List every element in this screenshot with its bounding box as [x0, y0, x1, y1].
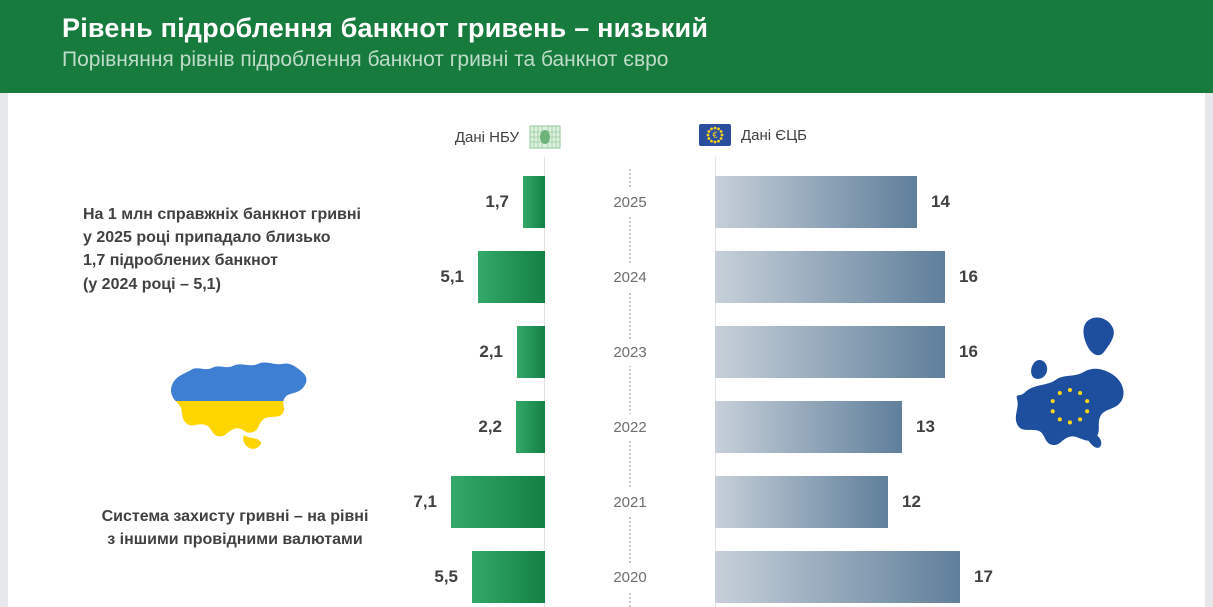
- nbu-bar: [451, 476, 545, 528]
- ecb-bar-group: 14: [715, 176, 950, 228]
- infographic-card: Дані НБУ: [8, 93, 1205, 607]
- ecb-bar-group: 16: [715, 251, 978, 303]
- nbu-value-label: 2,1: [479, 342, 503, 361]
- year-label: 2022: [545, 390, 715, 465]
- year-label: 2024: [545, 240, 715, 315]
- nbu-bar: [516, 401, 545, 453]
- eu-map: [1003, 313, 1145, 465]
- annotation-bottom: Система захисту гривні – на рівні з інши…: [101, 508, 369, 549]
- header-banner: Рівень підроблення банкнот гривень – низ…: [0, 0, 1213, 93]
- ecb-bar: [715, 251, 945, 303]
- nbu-bar-group: 2,1: [479, 326, 545, 378]
- nbu-bar: [523, 176, 545, 228]
- nbu-value-label: 1,7: [485, 192, 509, 211]
- year-label: 2023: [545, 315, 715, 390]
- svg-text:€: €: [712, 130, 717, 140]
- year-label: 2025: [545, 165, 715, 240]
- ecb-bar: [715, 401, 902, 453]
- ecb-axis-line: [715, 157, 716, 607]
- eu-flag-icon: €: [699, 123, 731, 147]
- nbu-bar-group: 7,1: [413, 476, 545, 528]
- ecb-bar: [715, 326, 945, 378]
- ecb-bar-group: 17: [715, 551, 993, 603]
- ecb-value-label: 12: [902, 492, 921, 511]
- chart-row-2021: 7,1 2021 12: [8, 465, 1205, 540]
- nbu-bar: [478, 251, 545, 303]
- ecb-bar: [715, 476, 888, 528]
- hryvnia-banknote-icon: [529, 123, 561, 151]
- ecb-bar-group: 16: [715, 326, 978, 378]
- nbu-bar-group: 2,2: [478, 401, 545, 453]
- ecb-bar-group: 12: [715, 476, 921, 528]
- ecb-value-label: 16: [959, 267, 978, 286]
- nbu-bar: [472, 551, 545, 603]
- nbu-value-label: 7,1: [413, 492, 437, 511]
- page-subtitle: Порівняння рівнів підроблення банкнот гр…: [62, 48, 669, 72]
- nbu-value-label: 5,1: [440, 267, 464, 286]
- ecb-value-label: 14: [931, 192, 950, 211]
- diverging-bar-chart: 1,7 2025 14 5,1 2024 16 2,1: [8, 165, 1205, 607]
- legend-ecb-label: Дані ЄЦБ: [741, 126, 808, 144]
- ecb-value-label: 16: [959, 342, 978, 361]
- ecb-bar-group: 13: [715, 401, 935, 453]
- nbu-bar-group: 1,7: [485, 176, 545, 228]
- nbu-axis-line: [544, 157, 545, 607]
- page-title: Рівень підроблення банкнот гривень – низ…: [62, 13, 709, 43]
- year-dotted-line: [629, 169, 631, 607]
- nbu-value-label: 5,5: [434, 567, 458, 586]
- nbu-value-label: 2,2: [478, 417, 502, 436]
- legend-nbu-label: Дані НБУ: [454, 128, 519, 146]
- legend-nbu: Дані НБУ: [8, 123, 561, 151]
- ecb-value-label: 17: [974, 567, 993, 586]
- chart-row-2022: 2,2 2022 13: [8, 390, 1205, 465]
- nbu-bar-group: 5,5: [434, 551, 545, 603]
- year-label: 2021: [545, 465, 715, 540]
- nbu-bar-group: 5,1: [440, 251, 545, 303]
- ecb-bar: [715, 551, 960, 603]
- chart-row-2025: 1,7 2025 14: [8, 165, 1205, 240]
- ecb-value-label: 13: [916, 417, 935, 436]
- ecb-bar: [715, 176, 917, 228]
- nbu-bar: [517, 326, 545, 378]
- chart-row-2020: 5,5 2020 17: [8, 540, 1205, 607]
- chart-row-2023: 2,1 2023 16: [8, 315, 1205, 390]
- annotation-top: На 1 млн справжніх банкнот гривні у 2025…: [83, 206, 361, 293]
- year-label: 2020: [545, 540, 715, 607]
- legend-ecb: € Дані ЄЦБ: [699, 123, 807, 147]
- ukraine-map: [163, 341, 315, 459]
- chart-row-2024: 5,1 2024 16: [8, 240, 1205, 315]
